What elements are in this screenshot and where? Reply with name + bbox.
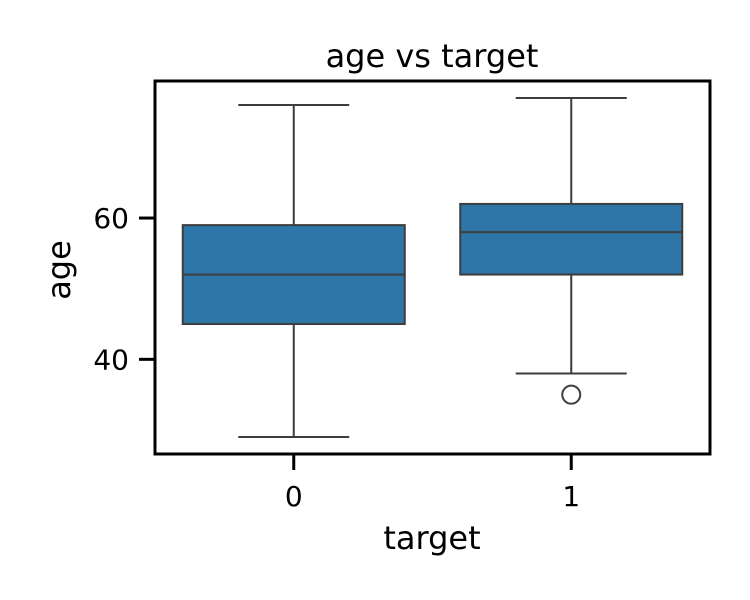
box-group-1 <box>459 96 684 405</box>
box-group-0 <box>181 104 406 439</box>
axes: 40 60 0 1 <box>93 202 580 513</box>
box-iqr <box>459 202 684 276</box>
y-tick-label: 40 <box>93 343 129 376</box>
plot-frame <box>153 79 712 456</box>
chart-title: age vs target <box>326 37 539 75</box>
x-tick-label: 0 <box>285 480 303 513</box>
plot-area <box>181 96 684 439</box>
x-axis-label: target <box>383 519 480 557</box>
y-tick-label: 60 <box>93 202 129 235</box>
outlier-point <box>561 384 582 405</box>
x-tick-label: 1 <box>562 480 580 513</box>
y-axis-label: age <box>40 240 78 300</box>
